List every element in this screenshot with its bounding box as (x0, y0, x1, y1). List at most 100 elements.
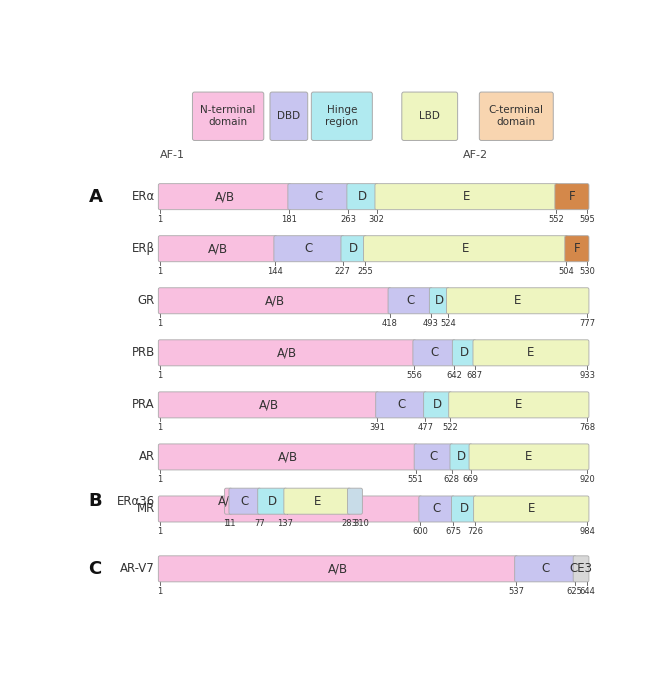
FancyBboxPatch shape (341, 236, 367, 262)
Text: A/B: A/B (215, 190, 235, 203)
Text: B: B (89, 492, 102, 510)
FancyBboxPatch shape (158, 236, 277, 262)
Text: AF-1: AF-1 (160, 150, 185, 160)
Text: 675: 675 (445, 527, 461, 536)
Text: 418: 418 (382, 319, 398, 328)
Text: D: D (267, 495, 277, 508)
Text: CE3: CE3 (570, 562, 592, 575)
Text: AF-2: AF-2 (464, 150, 488, 160)
Text: GR: GR (137, 294, 155, 308)
Text: 1: 1 (157, 371, 163, 380)
FancyBboxPatch shape (469, 444, 589, 470)
Text: 310: 310 (353, 519, 369, 529)
Text: MR: MR (137, 502, 155, 516)
FancyBboxPatch shape (158, 496, 422, 522)
FancyBboxPatch shape (284, 488, 351, 514)
Text: A/B: A/B (259, 398, 279, 412)
Text: C: C (430, 450, 438, 464)
Text: 1: 1 (157, 587, 163, 596)
Text: 1: 1 (157, 527, 163, 536)
FancyBboxPatch shape (419, 496, 454, 522)
Text: ERβ: ERβ (131, 242, 155, 256)
Text: E: E (462, 242, 470, 256)
Text: C: C (397, 398, 406, 412)
FancyBboxPatch shape (158, 184, 291, 210)
Text: E: E (528, 502, 535, 516)
Text: 537: 537 (508, 587, 524, 596)
Text: E: E (313, 495, 321, 508)
Text: 137: 137 (277, 519, 293, 529)
Text: 263: 263 (340, 215, 356, 224)
Text: 391: 391 (370, 423, 385, 432)
Text: 551: 551 (408, 475, 424, 484)
Text: F: F (568, 190, 575, 203)
Text: 1: 1 (223, 519, 229, 529)
Text: 595: 595 (580, 215, 595, 224)
Text: D: D (435, 294, 444, 308)
FancyBboxPatch shape (430, 288, 450, 314)
FancyBboxPatch shape (480, 92, 553, 141)
Text: 669: 669 (463, 475, 479, 484)
FancyBboxPatch shape (555, 184, 589, 210)
Text: ERα36: ERα36 (117, 495, 155, 508)
Text: ERα: ERα (131, 190, 155, 203)
Text: 302: 302 (369, 215, 384, 224)
Text: 687: 687 (466, 371, 483, 380)
Text: 1: 1 (157, 215, 163, 224)
FancyBboxPatch shape (158, 556, 518, 582)
Text: D: D (358, 190, 367, 203)
FancyBboxPatch shape (158, 340, 416, 366)
Text: A/B: A/B (280, 502, 300, 516)
Text: C: C (305, 242, 313, 256)
FancyBboxPatch shape (375, 184, 558, 210)
Text: D: D (433, 398, 442, 412)
FancyBboxPatch shape (347, 184, 378, 210)
Text: E: E (463, 190, 470, 203)
Text: A/B: A/B (207, 242, 227, 256)
Text: 726: 726 (467, 527, 483, 536)
Text: E: E (528, 346, 535, 360)
Text: 283: 283 (341, 519, 357, 529)
FancyBboxPatch shape (311, 92, 372, 141)
Text: C: C (315, 190, 323, 203)
Text: A/B: A/B (218, 495, 238, 508)
FancyBboxPatch shape (414, 444, 453, 470)
FancyBboxPatch shape (193, 92, 263, 141)
FancyBboxPatch shape (158, 444, 418, 470)
Text: 144: 144 (267, 267, 283, 276)
FancyBboxPatch shape (450, 444, 472, 470)
FancyBboxPatch shape (413, 340, 456, 366)
FancyBboxPatch shape (565, 236, 589, 262)
FancyBboxPatch shape (270, 92, 307, 141)
Text: N-terminal
domain: N-terminal domain (200, 105, 256, 128)
Text: 524: 524 (440, 319, 456, 328)
FancyBboxPatch shape (402, 92, 458, 141)
FancyBboxPatch shape (452, 340, 476, 366)
Text: 1: 1 (157, 423, 163, 432)
Text: E: E (515, 398, 522, 412)
Text: 600: 600 (412, 527, 428, 536)
Text: 625: 625 (567, 587, 583, 596)
FancyBboxPatch shape (257, 488, 287, 514)
Text: 530: 530 (580, 267, 596, 276)
Text: C: C (406, 294, 414, 308)
Text: 1: 1 (157, 475, 163, 484)
FancyBboxPatch shape (474, 496, 589, 522)
Text: A/B: A/B (277, 346, 297, 360)
FancyBboxPatch shape (515, 556, 576, 582)
FancyBboxPatch shape (158, 392, 379, 418)
Text: E: E (526, 450, 533, 464)
FancyBboxPatch shape (424, 392, 452, 418)
Text: 984: 984 (580, 527, 596, 536)
Text: C-terminal
domain: C-terminal domain (489, 105, 544, 128)
Text: C: C (241, 495, 249, 508)
FancyBboxPatch shape (288, 184, 350, 210)
Text: E: E (514, 294, 522, 308)
FancyBboxPatch shape (473, 340, 589, 366)
Text: 552: 552 (548, 215, 564, 224)
Text: A: A (89, 188, 103, 206)
Text: 1: 1 (157, 319, 163, 328)
Text: 255: 255 (358, 267, 373, 276)
FancyBboxPatch shape (376, 392, 427, 418)
FancyBboxPatch shape (274, 236, 344, 262)
